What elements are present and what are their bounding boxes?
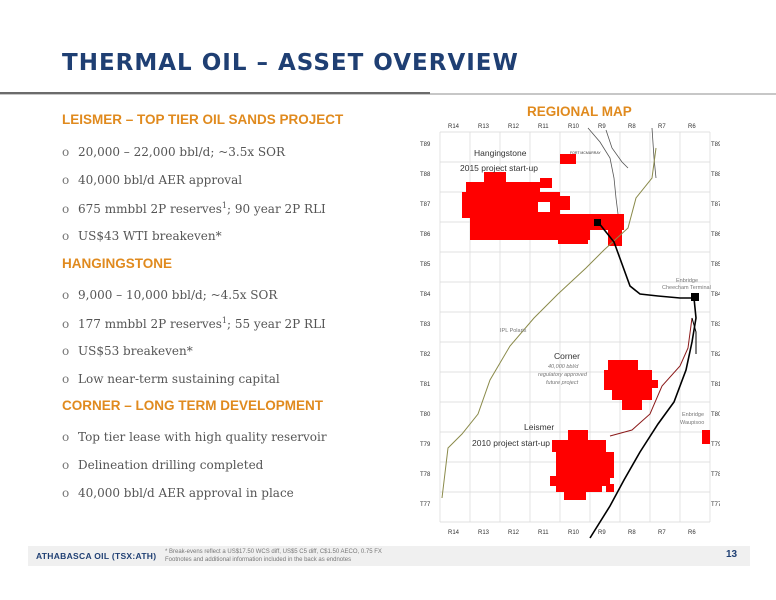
township-label-left: T86 — [420, 232, 431, 238]
township-label-right: T81 — [711, 382, 720, 388]
township-label-right: T88 — [711, 172, 720, 178]
title-divider-accent — [0, 92, 430, 94]
section-heading-leismer: LEISMER – TOP TIER OIL SANDS PROJECT — [62, 112, 344, 127]
map-label-leismer: Leismer — [524, 422, 554, 432]
township-label-right: T89 — [711, 142, 720, 148]
township-label-left: T79 — [420, 442, 431, 448]
range-label-bottom: R14 — [448, 530, 460, 536]
township-labels: T89 T88 T87 T86 T85 T84 T83 T82 T81 T80 T79 T78 T77 T… — [420, 142, 720, 508]
section-heading-hangingstone: HANGINGSTONE — [62, 256, 173, 271]
range-label-bottom: R11 — [538, 530, 549, 536]
township-label-right: T84 — [711, 292, 720, 298]
map-label-corner-sub3: future project — [546, 380, 579, 386]
map-label-fort-mcmurray: FORT MCMURRAY — [570, 151, 601, 155]
map-label-corner-sub2: regulatory approved — [538, 372, 588, 378]
list-item: o Delineation drilling completed — [62, 458, 264, 472]
range-label-top: R11 — [538, 124, 549, 130]
footer-note-endnotes: Footnotes and additional information inc… — [165, 557, 352, 563]
pipeline-enbridge — [589, 221, 697, 539]
river-line — [587, 127, 619, 215]
township-label-left: T88 — [420, 172, 431, 178]
range-label-top: R13 — [478, 124, 490, 130]
range-labels: R14 R13 R12 R11 R10 R9 R8 R7 R6 R14 R13 R12 R11 R10 R9… — [448, 124, 696, 536]
list-item: o Top tier lease with high quality reserv… — [62, 430, 327, 444]
township-label-right: T85 — [711, 262, 720, 268]
map-label-corner: Corner — [554, 351, 580, 361]
pipeline-red — [609, 317, 693, 437]
range-label-top: R8 — [628, 124, 636, 130]
township-label-left: T82 — [420, 352, 431, 358]
map-label-hangingstone: Hangingstone — [474, 148, 527, 158]
township-label-left: T83 — [420, 322, 431, 328]
list-item: o 9,000 – 10,000 bbl/d; ~4.5x SOR — [62, 288, 278, 302]
township-label-right: T78 — [711, 472, 720, 478]
regional-map: R14 R13 R12 R11 R10 R9 R8 R7 R6 R14 R13 R12 R11 R10 R9… — [420, 124, 720, 539]
list-item: o 20,000 – 22,000 bbl/d; ~3.5x SOR — [62, 145, 286, 159]
township-label-left: T87 — [420, 202, 431, 208]
river-line-2 — [605, 129, 629, 169]
map-label-leismer-sub: 2010 project start-up — [472, 438, 550, 448]
township-label-left: T89 — [420, 142, 431, 148]
enbridge-cheecham-terminal-marker — [691, 293, 699, 301]
township-label-left: T80 — [420, 412, 431, 418]
list-item: o 177 mmbbl 2P reserves1; 55 year 2P RLI — [62, 316, 326, 331]
list-item: o 675 mmbbl 2P reserves1; 90 year 2P RLI — [62, 201, 326, 216]
list-item: o 40,000 bbl/d AER approval — [62, 173, 243, 187]
township-label-right: T87 — [711, 202, 720, 208]
township-label-left: T78 — [420, 472, 431, 478]
township-label-right: T79 — [711, 442, 720, 448]
map-label-enbridge-waupisoo-1: Enbridge — [682, 412, 704, 418]
footer-note-breakevens: * Break-evens reflect a US$17.50 WCS dif… — [165, 549, 382, 555]
list-item: o 40,000 bbl/d AER approval in place — [62, 486, 294, 500]
range-label-bottom: R8 — [628, 530, 636, 536]
page-title: THERMAL OIL – ASSET OVERVIEW — [62, 50, 519, 76]
range-label-bottom: R6 — [688, 530, 696, 536]
footer-bar — [28, 546, 750, 566]
map-label-hangingstone-sub: 2015 project start-up — [460, 163, 538, 173]
township-label-right: T86 — [711, 232, 720, 238]
range-label-top: R7 — [658, 124, 666, 130]
range-label-top: R10 — [568, 124, 580, 130]
range-label-bottom: R13 — [478, 530, 490, 536]
map-label-corner-sub1: 40,000 bbl/d — [548, 364, 579, 370]
range-label-bottom: R10 — [568, 530, 580, 536]
township-label-left: T85 — [420, 262, 431, 268]
range-label-top: R12 — [508, 124, 520, 130]
footer-company: ATHABASCA OIL (TSX:ATH) — [36, 551, 157, 561]
map-title: REGIONAL MAP — [527, 104, 632, 119]
map-label-ipl-polaris: IPL Polaris — [500, 328, 527, 334]
list-item: o US$43 WTI breakeven* — [62, 229, 222, 243]
range-label-bottom: R9 — [598, 530, 606, 536]
section-heading-corner: CORNER – LONG TERM DEVELOPMENT — [62, 398, 324, 413]
map-label-enbridge-cheecham-2: Cheecham Terminal — [662, 285, 711, 291]
pipeline-enbridge-2 — [691, 317, 697, 354]
township-label-right: T82 — [711, 352, 720, 358]
list-item: o Low near-term sustaining capital — [62, 372, 280, 386]
corner-lease — [604, 360, 658, 410]
township-label-right: T77 — [711, 502, 720, 508]
range-label-top: R6 — [688, 124, 696, 130]
map-label-enbridge-waupisoo-2: Waupisoo — [680, 420, 704, 426]
range-label-bottom: R7 — [658, 530, 666, 536]
township-label-left: T81 — [420, 382, 431, 388]
list-item: o US$53 breakeven* — [62, 344, 193, 358]
pipeline-ipl-polaris — [441, 147, 657, 499]
leismer-lease — [550, 430, 710, 500]
township-label-left: T84 — [420, 292, 431, 298]
township-label-right: T83 — [711, 322, 720, 328]
range-label-top: R9 — [598, 124, 606, 130]
page-number: 13 — [726, 549, 738, 560]
hangingstone-facility-marker — [594, 219, 601, 226]
township-label-right: T80 — [711, 412, 720, 418]
township-label-left: T77 — [420, 502, 431, 508]
footer-notes: * Break-evens reflect a US$17.50 WCS dif… — [165, 548, 382, 564]
river-line-3 — [651, 127, 657, 179]
range-label-top: R14 — [448, 124, 460, 130]
map-label-enbridge-cheecham-1: Enbridge — [676, 278, 698, 284]
range-label-bottom: R12 — [508, 530, 520, 536]
title-divider — [0, 93, 776, 95]
